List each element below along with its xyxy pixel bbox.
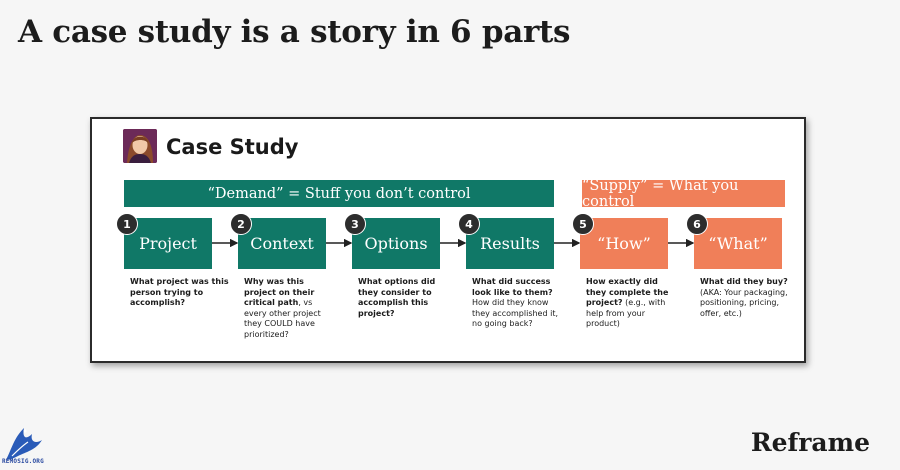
step-context: Context xyxy=(238,218,326,269)
step-description: How exactly did they complete the projec… xyxy=(586,277,678,330)
case-study-card: Case Study “Demand” = Stuff you don’t co… xyxy=(90,117,806,363)
desc-bold: Why was this project on their critical p… xyxy=(244,277,315,308)
watermark-logo-icon xyxy=(6,428,42,460)
step-what: “What” xyxy=(694,218,782,269)
step-description: What options did they consider to accomp… xyxy=(358,277,450,319)
step-number-badge: 3 xyxy=(344,213,366,235)
desc-bold: What options did they consider to accomp… xyxy=(358,277,436,318)
step-description: What project was this person trying to a… xyxy=(130,277,230,309)
flow-arrows xyxy=(212,238,695,248)
step-project: Project xyxy=(124,218,212,269)
step-results: Results xyxy=(466,218,554,269)
supply-band: “Supply” = What you control xyxy=(582,178,785,210)
avatar xyxy=(123,129,157,163)
step-description: Why was this project on their critical p… xyxy=(244,277,336,341)
desc-bold: What did they buy? xyxy=(700,277,788,286)
desc-rest: , vs every other project they COULD have… xyxy=(244,298,321,339)
page-title: A case study is a story in 6 parts xyxy=(18,14,571,50)
step-number-badge: 4 xyxy=(458,213,480,235)
step-number-badge: 5 xyxy=(572,213,594,235)
desc-bold: What project was this person trying to a… xyxy=(130,277,229,308)
step-description: What did success look like to them? How … xyxy=(472,277,564,330)
desc-rest: (e.g., with help from your product) xyxy=(586,298,666,329)
desc-bold: How exactly did they complete the projec… xyxy=(586,277,669,308)
step-number-badge: 2 xyxy=(230,213,252,235)
step-description: What did they buy? (AKA: Your packaging,… xyxy=(700,277,790,319)
step-number-badge: 6 xyxy=(686,213,708,235)
step-how: “How” xyxy=(580,218,668,269)
desc-bold: What did success look like to them? xyxy=(472,277,553,297)
watermark-text: REMOSIG.ORG xyxy=(2,458,44,465)
card-title: Case Study xyxy=(166,135,299,159)
desc-rest: How did they know they accomplished it, … xyxy=(472,298,558,329)
desc-rest: (AKA: Your packaging, positioning, prici… xyxy=(700,287,788,318)
demand-band: “Demand” = Stuff you don’t control xyxy=(124,180,554,207)
step-options: Options xyxy=(352,218,440,269)
step-number-badge: 1 xyxy=(116,213,138,235)
brand-name: Reframe xyxy=(750,428,870,457)
